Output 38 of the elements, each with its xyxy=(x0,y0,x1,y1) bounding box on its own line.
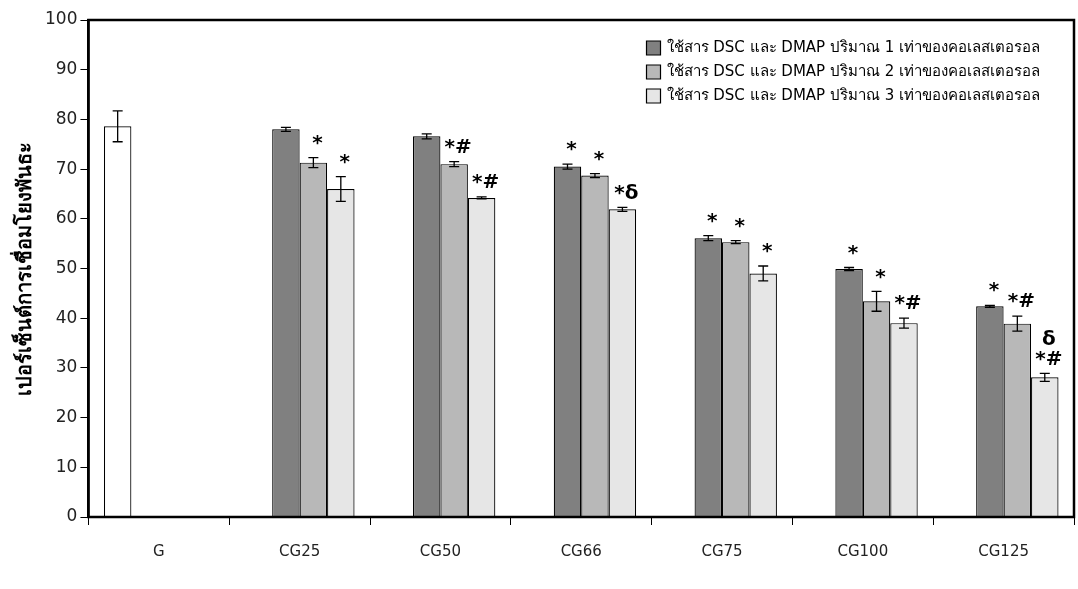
data-label: * xyxy=(593,145,605,170)
data-label: * xyxy=(761,238,773,263)
y-tick-label: 90 xyxy=(55,58,78,79)
legend-label: ใช้สาร DSC และ DMAP ปริมาณ 1 เท่าของคอเลสเตอรอล xyxy=(666,37,1040,56)
x-tick-label: CG66 xyxy=(560,541,602,560)
y-tick-label: 10 xyxy=(55,455,78,476)
x-tick-label: G xyxy=(153,541,165,560)
y-tick-label: 40 xyxy=(55,306,78,327)
data-label: * xyxy=(988,277,1000,302)
data-label: *# xyxy=(894,290,922,315)
data-label: δ *# xyxy=(1035,325,1063,370)
y-axis-title: เปอร์เซ็นต์การเชื่อมโยงพันธะ xyxy=(9,141,37,396)
x-tick-label: CG25 xyxy=(279,541,321,560)
y-tick-label: 60 xyxy=(55,207,78,228)
x-tick-label: CG125 xyxy=(978,541,1029,560)
y-tick-label: 70 xyxy=(55,157,78,178)
x-tick-label: CG75 xyxy=(701,541,743,560)
legend-label: ใช้สาร DSC และ DMAP ปริมาณ 3 เท่าของคอเลสเตอรอล xyxy=(666,85,1040,104)
data-label: * xyxy=(312,129,324,154)
y-tick-label: 0 xyxy=(66,505,78,526)
y-tick-label: 80 xyxy=(55,107,78,128)
data-label: * xyxy=(707,207,719,232)
data-label: * xyxy=(734,212,746,237)
y-tick-label: 30 xyxy=(55,356,78,377)
legend-label: ใช้สาร DSC และ DMAP ปริมาณ 2 เท่าของคอเลสเตอรอล xyxy=(666,61,1040,80)
data-label: *# xyxy=(472,169,500,194)
data-label: * xyxy=(339,148,351,173)
data-label: * xyxy=(847,239,859,264)
x-tick-label: CG100 xyxy=(837,541,889,560)
data-label: *# xyxy=(444,133,472,158)
data-label: * xyxy=(566,136,578,161)
data-label: *δ xyxy=(614,179,639,204)
data-label: *# xyxy=(1007,288,1035,313)
y-tick-label: 20 xyxy=(55,406,78,427)
x-tick-label: CG50 xyxy=(419,541,462,560)
y-tick-label: 100 xyxy=(44,8,78,29)
y-tick-label: 50 xyxy=(55,256,78,277)
data-label: * xyxy=(875,263,887,288)
